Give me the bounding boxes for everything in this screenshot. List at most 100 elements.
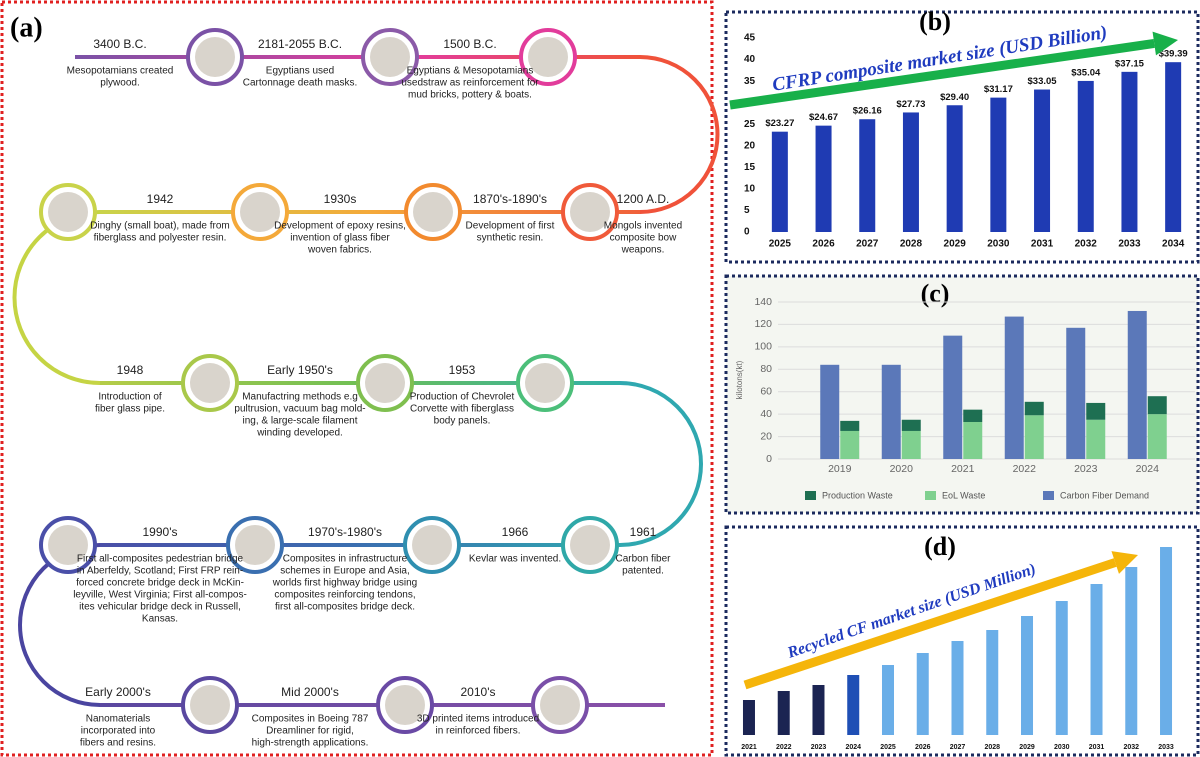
x-tick-label: 2026 [812, 239, 835, 250]
event-text: forced concrete bridge deck in McKin- [76, 578, 244, 589]
event-text: Mongols invented [604, 221, 682, 232]
x-tick-label: 2021 [951, 463, 975, 475]
bar-segment [943, 335, 963, 459]
y-tick-label: 120 [754, 318, 772, 330]
x-tick-label: 2033 [1158, 744, 1174, 751]
event-date: 1990's [143, 525, 178, 539]
event-text: First all-composites pedestrian bridge [77, 554, 244, 565]
x-tick-label: 2019 [828, 463, 852, 475]
bar [946, 105, 963, 232]
event-text: ing, & large-scale filament [242, 416, 357, 427]
event-date: 1966 [502, 525, 529, 539]
bar [1165, 62, 1182, 232]
x-tick-label: 2034 [1162, 239, 1185, 250]
y-tick-label: 40 [760, 408, 772, 420]
y-axis-label: kilotons(kt) [735, 360, 744, 399]
x-tick-label: 2033 [1118, 239, 1141, 250]
bar [902, 112, 919, 232]
event-date: 1200 A.D. [617, 192, 670, 206]
x-tick-label: 2026 [915, 744, 931, 751]
event-text: ites vehicular bridge deck in Russell, [79, 602, 241, 613]
event-text: Kansas. [142, 614, 178, 625]
title-arrow [729, 38, 1155, 110]
legend-label: Production Waste [822, 490, 893, 500]
bar [951, 641, 964, 735]
title-arrowhead [1111, 551, 1138, 574]
bar-segment [1066, 327, 1086, 459]
event-icon [370, 37, 410, 77]
event-text: fiber glass pipe. [95, 404, 165, 415]
value-label: $26.16 [853, 106, 882, 117]
event-text: Egyptians & Mesopotamians [407, 66, 534, 77]
value-label: $27.73 [896, 99, 925, 110]
event-date: 1500 B.C. [443, 37, 496, 51]
event-text: Development of epoxy resins, [274, 221, 406, 232]
event-text: Manufactring methods e.g [242, 392, 358, 403]
event-icon [528, 37, 568, 77]
bar [916, 653, 929, 735]
event-text: plywood. [100, 78, 139, 89]
x-tick-label: 2030 [1054, 744, 1070, 751]
event-text: 3D printed items introduced [417, 714, 539, 725]
x-tick-label: 2023 [1074, 463, 1098, 475]
event-date: 1942 [147, 192, 174, 206]
event-text: first all-composites bridge deck. [275, 602, 415, 613]
bar [1021, 616, 1034, 735]
event-text: leyville, West Virginia; First all-compo… [73, 590, 247, 601]
bar [1077, 80, 1094, 233]
bar [742, 700, 755, 735]
x-tick-label: 2024 [845, 744, 861, 751]
event-text: Development of first [466, 221, 555, 232]
event-text: patented. [622, 566, 664, 577]
event-text: schemes in Europe and Asia, [280, 566, 410, 577]
event-text: Introduction of [98, 392, 162, 403]
event-text: invention of glass fiber [290, 233, 390, 244]
bar-segment [840, 420, 860, 431]
title-arrowhead [1152, 31, 1178, 56]
y-tick-label: 100 [754, 341, 772, 353]
bar [1160, 547, 1173, 735]
event-icon [195, 37, 235, 77]
event-icon [190, 685, 230, 725]
x-tick-label: 2027 [856, 239, 879, 250]
value-label: $35.04 [1071, 67, 1101, 78]
event-text: winding developed. [256, 428, 343, 439]
event-date: 3400 B.C. [93, 37, 146, 51]
event-text: pultrusion, vacuum bag mold- [234, 404, 365, 415]
y-tick-label: 60 [760, 385, 772, 397]
y-tick-label: 20 [744, 140, 756, 151]
y-tick-label: 20 [760, 430, 772, 442]
event-text: Corvette with fiberglass [410, 404, 514, 415]
bar-segment [901, 430, 921, 459]
x-tick-label: 2025 [769, 239, 792, 250]
panel-a-border [0, 0, 714, 757]
value-label: $23.27 [765, 118, 794, 129]
event-text: Kevlar was invented. [469, 554, 561, 565]
event-date: Early 1950's [267, 363, 333, 377]
bar [771, 131, 788, 232]
event-date: 2181-2055 B.C. [258, 37, 342, 51]
title-arrow [743, 558, 1117, 690]
event-text: mud bricks, pottery & boats. [408, 90, 532, 101]
x-tick-label: 2028 [900, 239, 923, 250]
bar [859, 119, 876, 232]
event-icon [190, 363, 230, 403]
bar-segment [963, 409, 983, 422]
bar-segment [1147, 396, 1167, 415]
legend-label: Carbon Fiber Demand [1060, 490, 1149, 500]
bar-segment [1004, 316, 1024, 459]
event-date: 1961 [630, 525, 657, 539]
event-text: high-strength applications. [252, 738, 369, 749]
bar-segment [881, 364, 901, 459]
y-tick-label: 0 [766, 453, 772, 465]
x-tick-label: 2021 [741, 744, 757, 751]
bar-segment [820, 364, 840, 459]
y-tick-label: 15 [744, 162, 756, 173]
event-text: fibers and resins. [80, 738, 156, 749]
event-date: 1870's-1890's [473, 192, 547, 206]
event-text: Composites in Boeing 787 [252, 714, 369, 725]
x-tick-label: 2028 [984, 744, 1000, 751]
timeline-curve [619, 381, 703, 547]
event-icon [412, 525, 452, 565]
